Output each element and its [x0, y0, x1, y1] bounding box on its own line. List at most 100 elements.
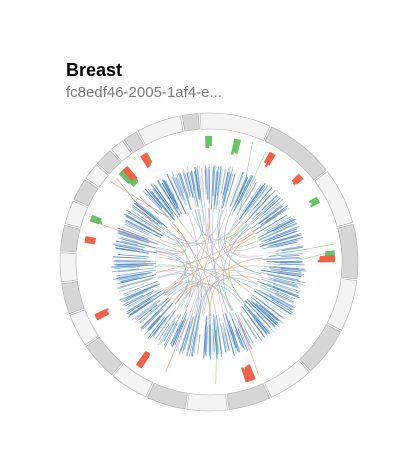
- sv-link: [177, 217, 253, 295]
- mutation-tick: [223, 173, 231, 202]
- chromosome-16[interactable]: [60, 224, 81, 253]
- mutation-tick: [267, 274, 305, 284]
- chromosome-6[interactable]: [299, 323, 341, 372]
- mutation-tick: [253, 313, 271, 333]
- sv-link: [155, 264, 186, 297]
- chromosome-7[interactable]: [264, 359, 310, 398]
- mutation-tick: [124, 224, 153, 237]
- chromosome-11[interactable]: [112, 363, 154, 398]
- mutation-tick: [263, 216, 292, 232]
- mutation-tick: [125, 284, 157, 299]
- mutation-tick: [128, 212, 151, 227]
- loss-mark: [265, 152, 274, 163]
- chromosome-3[interactable]: [314, 171, 354, 228]
- mutation-tick: [212, 335, 214, 356]
- mutation-tick: [117, 274, 148, 281]
- gain-mark: [232, 138, 239, 152]
- sv-long-link: [110, 181, 169, 218]
- mutation-tick: [227, 321, 239, 353]
- mutation-tick: [119, 276, 144, 283]
- mutation-tick: [169, 179, 180, 200]
- chromosome-8[interactable]: [226, 383, 270, 410]
- mutation-tick: [262, 240, 298, 250]
- chromosome-22[interactable]: [123, 131, 145, 154]
- mutation-tick: [209, 324, 212, 360]
- mutation-tick: [257, 223, 299, 242]
- chromosome-17[interactable]: [64, 200, 89, 229]
- mutation-tick: [268, 277, 298, 286]
- sv-link: [164, 229, 188, 294]
- mutation-tick: [113, 264, 154, 268]
- mutation-tick: [119, 232, 150, 244]
- mutation-tick: [222, 333, 227, 352]
- chromosome-18[interactable]: [73, 179, 99, 207]
- mutation-tick: [270, 269, 305, 275]
- mutation-tick: [176, 177, 188, 206]
- sv-link: [155, 265, 256, 291]
- mutation-tick: [122, 231, 160, 245]
- chromosome-13[interactable]: [69, 309, 99, 346]
- mutation-tick: [262, 256, 300, 260]
- mutation-tick: [261, 194, 279, 211]
- chromosome-1[interactable]: [199, 112, 271, 142]
- mutation-tick: [146, 193, 170, 219]
- chromosome-9[interactable]: [186, 393, 228, 412]
- mutation-tick: [163, 179, 179, 206]
- mutation-tick: [115, 263, 153, 266]
- mutation-tick: [114, 266, 140, 269]
- mutation-tick: [112, 256, 141, 259]
- mutation-tick: [264, 300, 287, 316]
- chromosome-20[interactable]: [96, 150, 122, 175]
- sample-id[interactable]: fc8edf46-2005-1af4-e...: [66, 84, 222, 101]
- mutation-tick: [245, 300, 272, 329]
- mutation-tick: [261, 233, 302, 246]
- mutation-tick: [214, 334, 218, 356]
- mutation-tick: [272, 285, 299, 297]
- loss-mark: [246, 364, 255, 381]
- mutation-tick: [125, 290, 154, 306]
- mutation-tick: [153, 315, 169, 337]
- chromosome-X[interactable]: [137, 115, 184, 146]
- sv-link: [157, 228, 186, 253]
- mutation-tick: [118, 283, 145, 293]
- sv-link: [171, 283, 232, 312]
- chromosome-5[interactable]: [326, 278, 358, 331]
- gain-mark: [230, 138, 237, 156]
- mutation-tick: [250, 296, 284, 324]
- chromosome-12[interactable]: [85, 336, 123, 376]
- sv-long-link: [239, 141, 253, 211]
- gain-mark: [90, 216, 102, 223]
- chromosome-10[interactable]: [147, 382, 188, 410]
- mutation-tick: [280, 254, 300, 258]
- mutation-tick: [265, 291, 293, 307]
- gain-mark: [309, 200, 321, 208]
- mutation-tick: [250, 299, 279, 326]
- mutation-tick: [129, 299, 154, 317]
- chromosome-15[interactable]: [59, 252, 78, 283]
- mutation-tick: [272, 221, 295, 233]
- mutation-tick: [269, 268, 302, 273]
- mutation-tick: [115, 247, 137, 252]
- chromosome-14[interactable]: [61, 281, 85, 315]
- chromosome-4[interactable]: [337, 223, 359, 280]
- mutation-tick: [244, 178, 257, 200]
- mutation-tick: [260, 205, 289, 226]
- chromosome-2[interactable]: [264, 126, 327, 181]
- chromosome-Y[interactable]: [181, 113, 200, 132]
- chromosome-21[interactable]: [111, 140, 133, 162]
- mutation-tick: [113, 244, 143, 251]
- mutation-tick: [156, 180, 181, 217]
- mutation-tick: [193, 170, 200, 200]
- sv-link: [184, 210, 228, 311]
- sv-link: [163, 235, 257, 292]
- mutation-tick: [147, 188, 175, 221]
- mutation-tick: [115, 245, 157, 254]
- mutation-tick: [153, 313, 170, 336]
- loss-mark: [94, 307, 109, 317]
- mutation-tick: [131, 293, 167, 320]
- mutation-tick: [227, 172, 234, 191]
- mutation-tick: [197, 166, 203, 208]
- chromosome-19[interactable]: [85, 164, 109, 188]
- mutation-tick: [150, 190, 176, 221]
- mutation-tick: [155, 309, 177, 340]
